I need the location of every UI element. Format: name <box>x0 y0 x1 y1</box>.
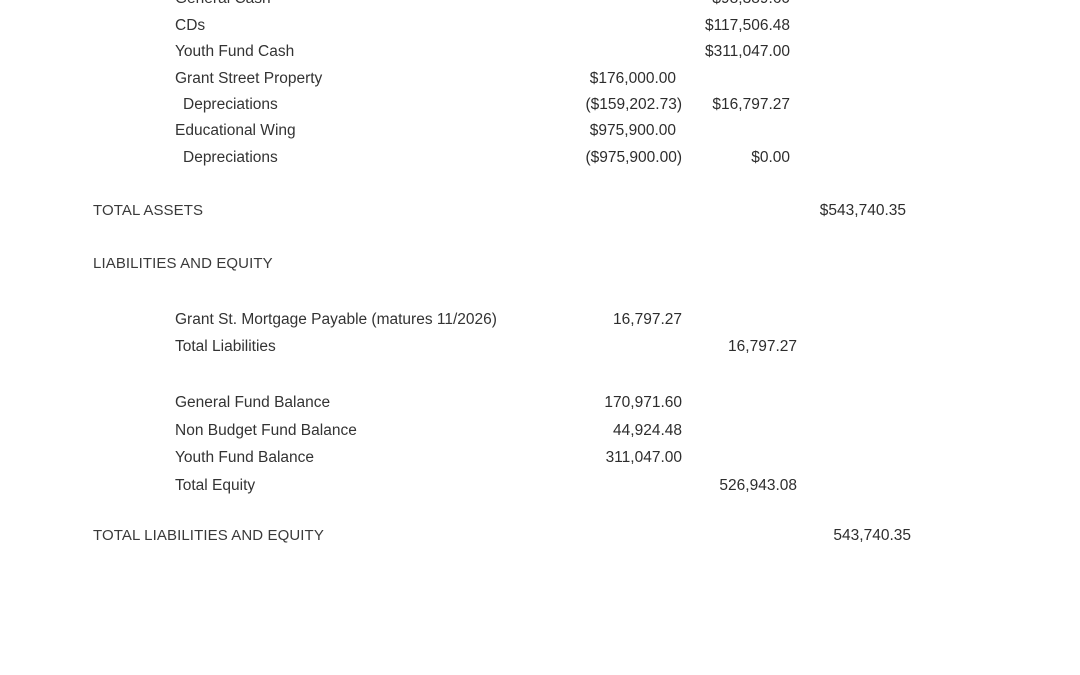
row-label: Depreciations <box>183 149 278 166</box>
amount-col1: ($975,900.00) <box>585 149 682 166</box>
row-label: Educational Wing <box>175 122 296 139</box>
total-liabilities-equity-row: TOTAL LIABILITIES AND EQUITY 543,740.35 <box>0 523 1080 549</box>
amount-col1: 311,047.00 <box>605 449 682 466</box>
amount-col1: $975,900.00 <box>589 122 676 139</box>
liability-row-mortgage: Grant St. Mortgage Payable (matures 11/2… <box>0 307 1080 333</box>
amount-col1: 44,924.48 <box>613 422 682 439</box>
row-label: Depreciations <box>183 96 278 113</box>
total-equity-row: Total Equity 526,943.08 <box>0 473 1080 499</box>
row-label: Total Liabilities <box>175 338 276 355</box>
asset-row-grant-street-property: Grant Street Property $176,000.00 <box>0 66 1080 92</box>
asset-row-educational-wing: Educational Wing $975,900.00 <box>0 118 1080 144</box>
row-label: Grant Street Property <box>175 70 323 87</box>
row-label: Grant St. Mortgage Payable (matures 11/2… <box>175 311 497 328</box>
amount-col1: 16,797.27 <box>613 311 682 328</box>
amount-col2: $0.00 <box>751 149 790 166</box>
row-label: Youth Fund Cash <box>175 43 295 60</box>
total-assets-label: TOTAL ASSETS <box>93 202 204 219</box>
total-assets-value: $543,740.35 <box>819 202 906 219</box>
amount-col1: 170,971.60 <box>604 394 682 411</box>
row-label: Total Equity <box>175 477 256 494</box>
amount-col2: 16,797.27 <box>728 338 797 355</box>
amount-col2: 526,943.08 <box>719 477 797 494</box>
row-label: CDs <box>175 17 206 34</box>
asset-row-youth-fund-cash: Youth Fund Cash $311,047.00 <box>0 39 1080 65</box>
equity-row-non-budget-fund: Non Budget Fund Balance 44,924.48 <box>0 418 1080 444</box>
amount-col2: $311,047.00 <box>704 43 790 60</box>
total-assets-row: TOTAL ASSETS $543,740.35 <box>0 198 1080 224</box>
amount-col2: $117,506.48 <box>704 17 790 34</box>
row-label: General Cash <box>175 0 271 12</box>
total-liabilities-equity-value: 543,740.35 <box>833 527 911 544</box>
row-label: General Fund Balance <box>175 394 331 411</box>
asset-row-general-cash: General Cash $98,389.60 <box>0 0 1080 12</box>
asset-row-cds: CDs $117,506.48 <box>0 13 1080 39</box>
asset-row-depreciations-educational: Depreciations ($975,900.00) $0.00 <box>0 145 1080 171</box>
amount-col2: $16,797.27 <box>712 96 790 113</box>
amount-col2: $98,389.60 <box>712 0 790 12</box>
amount-col1: $176,000.00 <box>589 70 676 87</box>
liabilities-equity-header: LIABILITIES AND EQUITY <box>0 251 1080 277</box>
amount-col1: ($159,202.73) <box>585 96 682 113</box>
row-label: Non Budget Fund Balance <box>175 422 357 439</box>
asset-row-depreciations-grant: Depreciations ($159,202.73) $16,797.27 <box>0 92 1080 118</box>
row-label: Youth Fund Balance <box>175 449 315 466</box>
equity-row-youth-fund: Youth Fund Balance 311,047.00 <box>0 445 1080 471</box>
total-liabilities-row: Total Liabilities 16,797.27 <box>0 334 1080 360</box>
total-liabilities-equity-label: TOTAL LIABILITIES AND EQUITY <box>93 527 324 544</box>
equity-row-general-fund: General Fund Balance 170,971.60 <box>0 390 1080 416</box>
section-header-label: LIABILITIES AND EQUITY <box>93 255 273 272</box>
